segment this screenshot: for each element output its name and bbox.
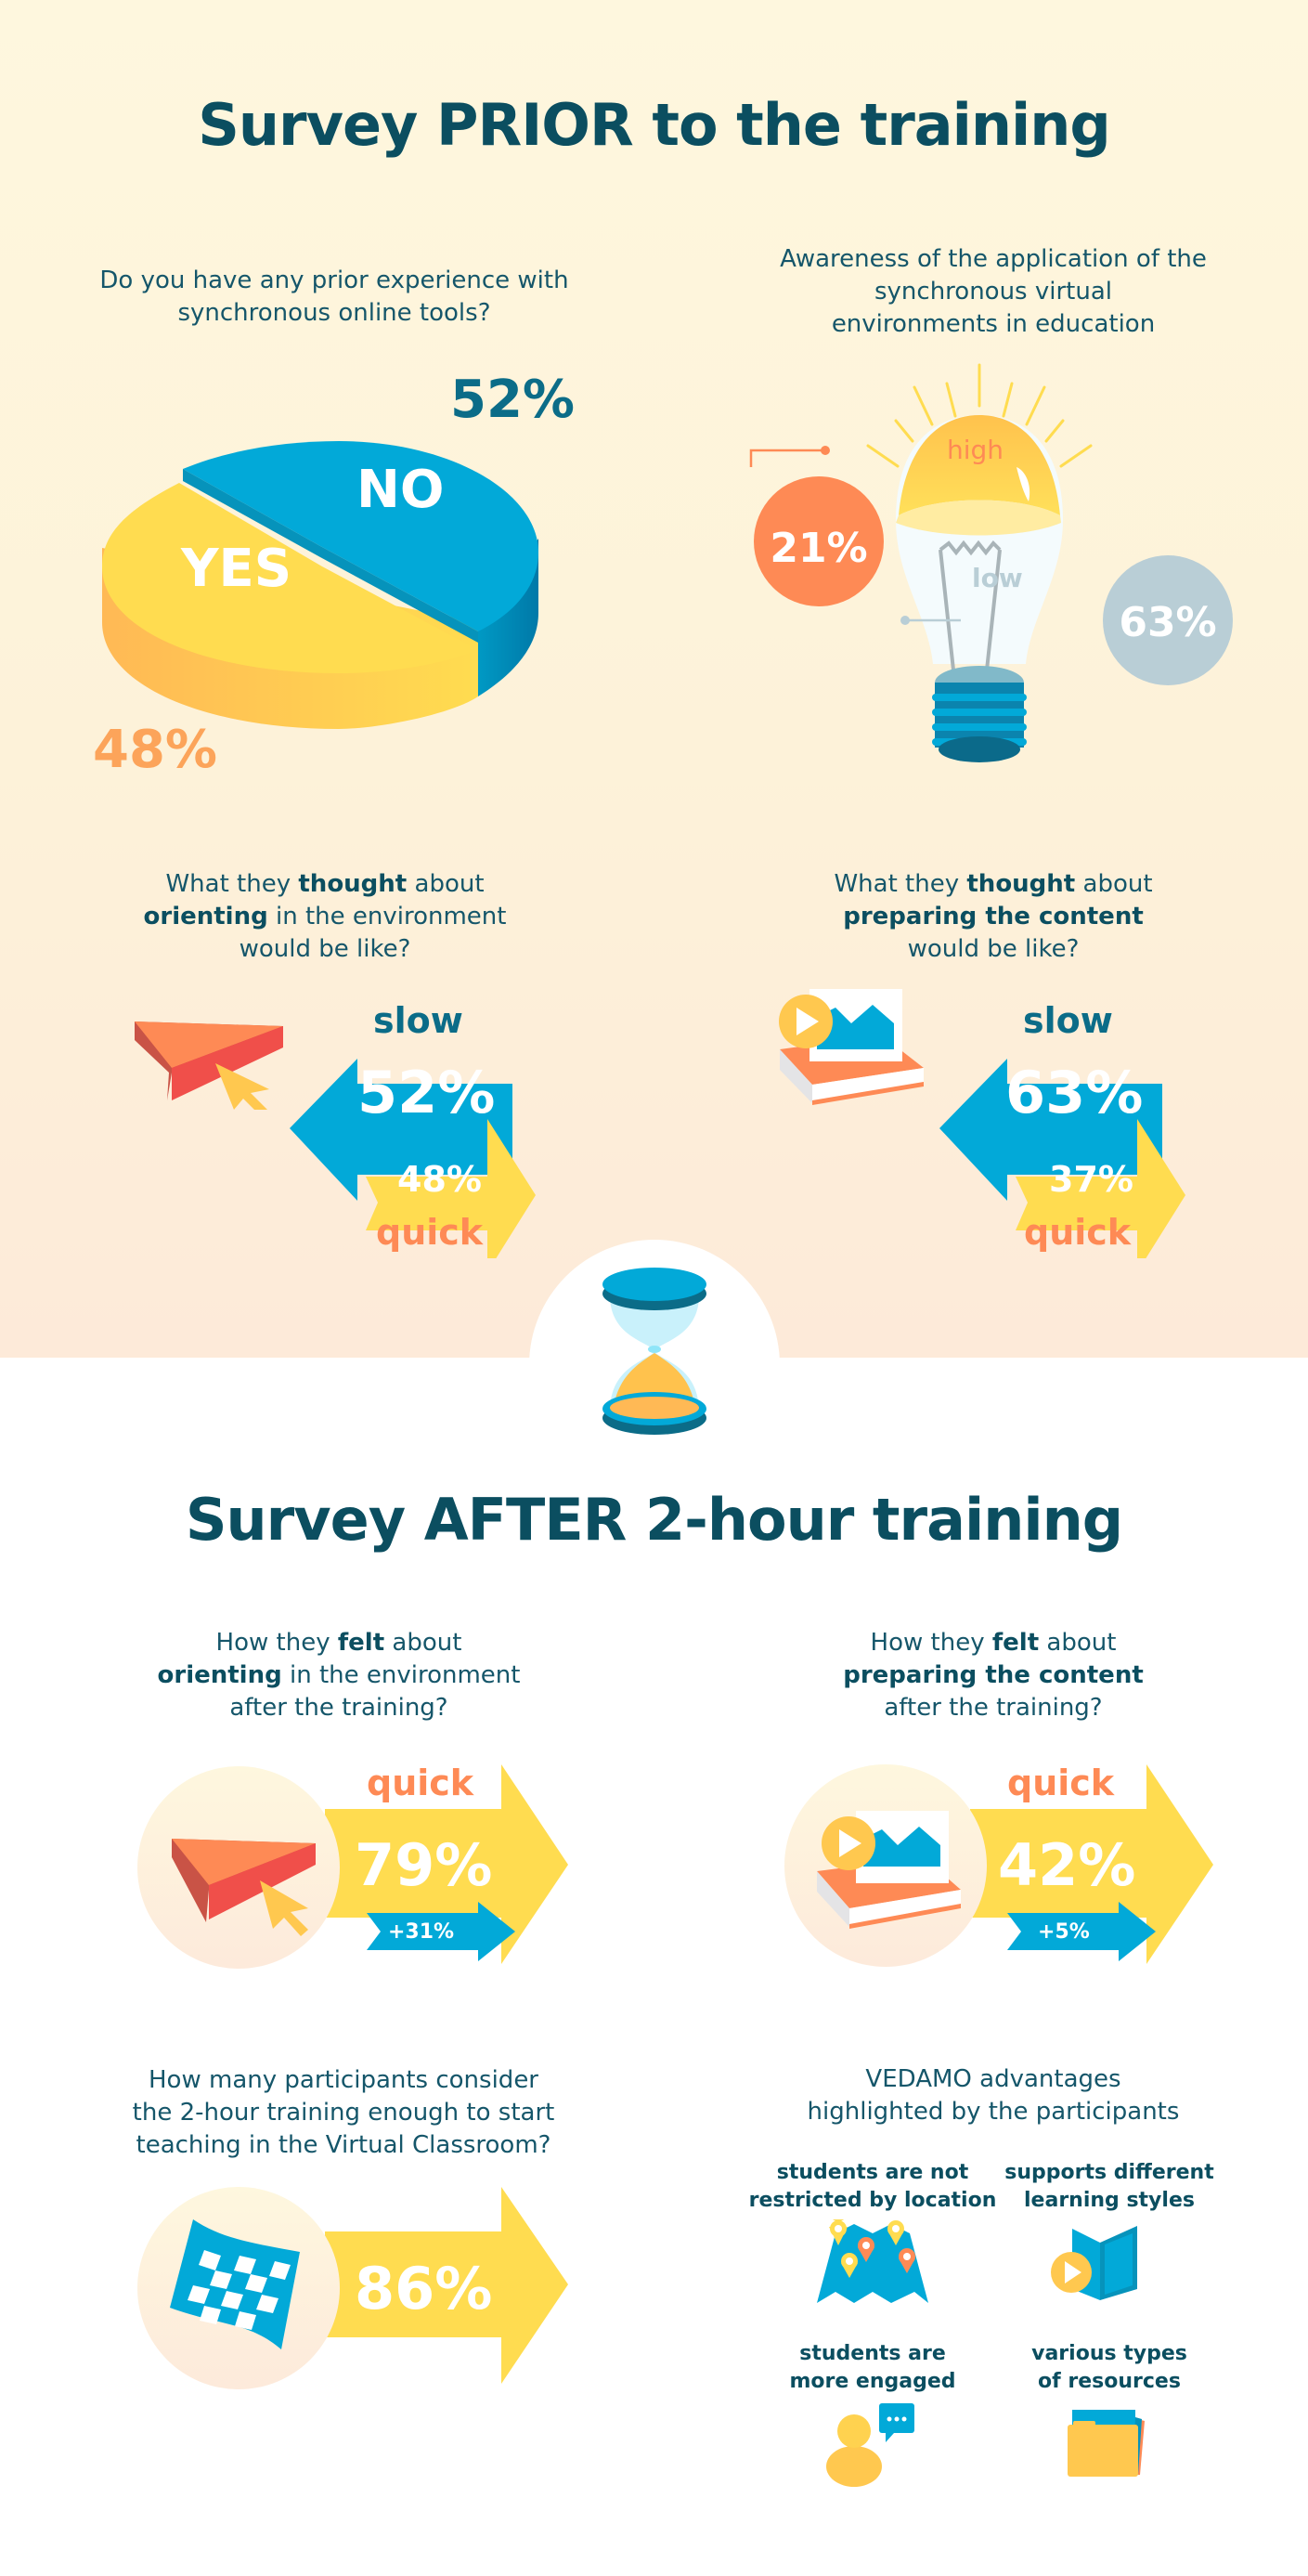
slow-arrow-icon	[290, 1059, 536, 1258]
high-label: high	[947, 435, 1004, 465]
q1-question: Do you have any prior experience with sy…	[56, 265, 613, 330]
quick-arrow-icon	[970, 1764, 1213, 1964]
no-label: NO	[356, 460, 445, 520]
q7-question: How many participants consider the 2-hou…	[93, 2064, 594, 2162]
cursor-plane-icon	[135, 1021, 283, 1110]
q6-question: How they felt about preparing the conten…	[771, 1627, 1216, 1724]
q1-line2: synchronous online tools?	[177, 299, 491, 327]
q6-line3: after the training?	[884, 1694, 1103, 1722]
map-pins-icon	[817, 2219, 928, 2303]
slow-percentage: 63%	[1005, 1059, 1144, 1126]
no-percentage: 52%	[450, 370, 576, 430]
q5-question: How they felt about orienting in the env…	[116, 1627, 562, 1724]
quick-percentage: 48%	[397, 1159, 482, 1200]
ready-percentage: 86%	[355, 2255, 493, 2322]
q2-line2: synchronous virtual	[874, 278, 1112, 306]
q7-line3: teaching in the Virtual Classroom?	[136, 2131, 551, 2159]
change-badge: +31%	[388, 1920, 455, 1944]
user-chat-icon	[826, 2403, 914, 2487]
low-percentage-bubble	[1103, 555, 1233, 685]
q3-line3: would be like?	[239, 935, 411, 963]
lightbulb-icon	[749, 363, 1093, 762]
advantage-text: learning styles	[1024, 2189, 1195, 2212]
pie-chart-icon	[102, 441, 538, 729]
quick-percentage: 79%	[355, 1831, 493, 1899]
low-percentage: 63%	[1119, 599, 1217, 646]
advantage-text: more engaged	[789, 2370, 956, 2393]
q2-line1: Awareness of the application of the	[780, 245, 1207, 273]
folder-icon	[1068, 2410, 1145, 2477]
q4-bold: preparing the content	[843, 903, 1144, 930]
q6-text: about	[1039, 1629, 1117, 1657]
q4-line3: would be like?	[907, 935, 1080, 963]
quick-label: quick	[376, 1212, 484, 1253]
q3-text: in the environment	[267, 903, 507, 930]
advantage-learning-styles: supports different learning styles	[984, 2159, 1235, 2215]
book-media-icon	[817, 1811, 961, 1929]
hourglass-icon	[602, 1268, 706, 1435]
q3-text: about	[407, 870, 485, 898]
q2-line3: environments in education	[831, 310, 1156, 338]
quick-label: quick	[1007, 1763, 1115, 1803]
cursor-plane-icon	[172, 1839, 316, 1936]
high-percentage: 21%	[770, 525, 868, 572]
prior-title: Survey PRIOR to the training	[198, 91, 1111, 159]
quick-percentage: 42%	[998, 1831, 1136, 1899]
q5-text: in the environment	[281, 1661, 521, 1689]
quick-label: quick	[367, 1763, 474, 1803]
q4-text: about	[1075, 870, 1153, 898]
advantages-heading: VEDAMO advantages highlighted by the par…	[733, 2063, 1253, 2128]
advantage-text: supports different	[1004, 2161, 1214, 2184]
advantage-text: students are	[799, 2342, 946, 2365]
yes-label: YES	[181, 539, 292, 599]
book-media-icon	[779, 989, 924, 1105]
advantage-text: of resources	[1038, 2370, 1181, 2393]
q3-bold: orienting	[143, 903, 268, 930]
book-play-icon	[1051, 2226, 1137, 2300]
q5-bold: orienting	[157, 1661, 282, 1689]
slow-label: slow	[373, 1000, 463, 1041]
q4-text: What they	[834, 870, 967, 898]
q1-line1: Do you have any prior experience with	[99, 267, 569, 294]
q3-question: What they thought about orienting in the…	[102, 868, 548, 966]
q3-bold: thought	[298, 870, 408, 898]
q6-bold: felt	[991, 1629, 1040, 1657]
slow-arrow-icon	[939, 1059, 1185, 1258]
slow-percentage: 52%	[357, 1059, 496, 1126]
advantages-line1: VEDAMO advantages	[865, 2065, 1121, 2093]
readiness-arrow-icon	[325, 2187, 568, 2384]
q5-line3: after the training?	[229, 1694, 448, 1722]
advantage-text: various types	[1031, 2342, 1187, 2365]
yes-percentage: 48%	[93, 720, 218, 780]
q5-text: How they	[215, 1629, 338, 1657]
q6-bold: preparing the content	[843, 1661, 1144, 1689]
change-badge: +5%	[1038, 1920, 1090, 1944]
quick-label: quick	[1024, 1212, 1132, 1253]
high-percentage-bubble	[754, 476, 884, 606]
quick-percentage: 37%	[1049, 1159, 1133, 1200]
q6-text: How they	[870, 1629, 992, 1657]
q4-question: What they thought about preparing the co…	[771, 868, 1216, 966]
advantage-location: students are not restricted by location	[747, 2159, 998, 2215]
advantage-text: students are not	[776, 2161, 969, 2184]
q2-question: Awareness of the application of the sync…	[733, 243, 1253, 341]
checkered-flag-icon	[170, 2219, 300, 2349]
low-label: low	[972, 563, 1023, 593]
q7-line2: the 2-hour training enough to start	[132, 2099, 555, 2127]
advantage-engagement: students are more engaged	[747, 2340, 998, 2396]
q7-line1: How many participants consider	[149, 2066, 538, 2094]
q5-bold: felt	[337, 1629, 385, 1657]
q4-bold: thought	[966, 870, 1076, 898]
advantage-text: restricted by location	[748, 2189, 997, 2212]
after-title: Survey AFTER 2-hour training	[185, 1486, 1123, 1554]
quick-arrow-icon	[325, 1764, 568, 1964]
advantage-resources: various types of resources	[984, 2340, 1235, 2396]
q5-text: about	[384, 1629, 462, 1657]
slow-label: slow	[1023, 1000, 1113, 1041]
advantages-line2: highlighted by the participants	[807, 2098, 1180, 2126]
q3-text: What they	[165, 870, 299, 898]
